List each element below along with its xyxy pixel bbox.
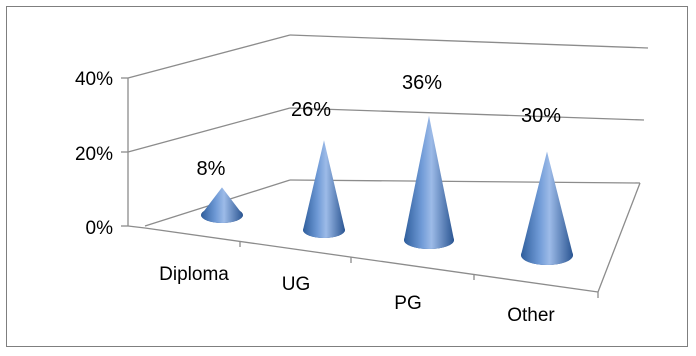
data-label-ug: 26% [291,99,331,121]
cone-body [201,187,243,223]
floor-front [144,227,599,293]
cone-diploma [201,187,243,223]
cone-body [521,151,573,265]
cone-ug [303,140,345,238]
category-label-other: Other [507,305,555,326]
category-label-ug: UG [282,274,311,295]
cone-body [404,115,454,249]
data-label-other: 30% [521,105,561,127]
x-category-labels: Diploma UG PG Other [159,264,555,326]
gridline-20 [127,107,291,153]
data-label-diploma: 8% [197,158,226,180]
y-tick-labels: 40% 20% 0% [75,69,113,239]
data-labels: 8% 26% 36% 30% [197,72,562,180]
gridline-40 [127,34,291,79]
data-label-pg: 36% [402,72,442,94]
category-label-diploma: Diploma [159,264,229,285]
y-tick-label-20: 20% [75,144,113,165]
chart-axes [121,34,649,298]
category-label-pg: PG [394,293,421,314]
cone-series [201,115,573,265]
y-tick-label-0: 0% [86,218,114,239]
cone-body [303,140,345,238]
cone-pg [404,115,454,249]
cone-other [521,151,573,265]
y-tick-label-40: 40% [75,69,113,90]
chart-frame [6,6,688,347]
